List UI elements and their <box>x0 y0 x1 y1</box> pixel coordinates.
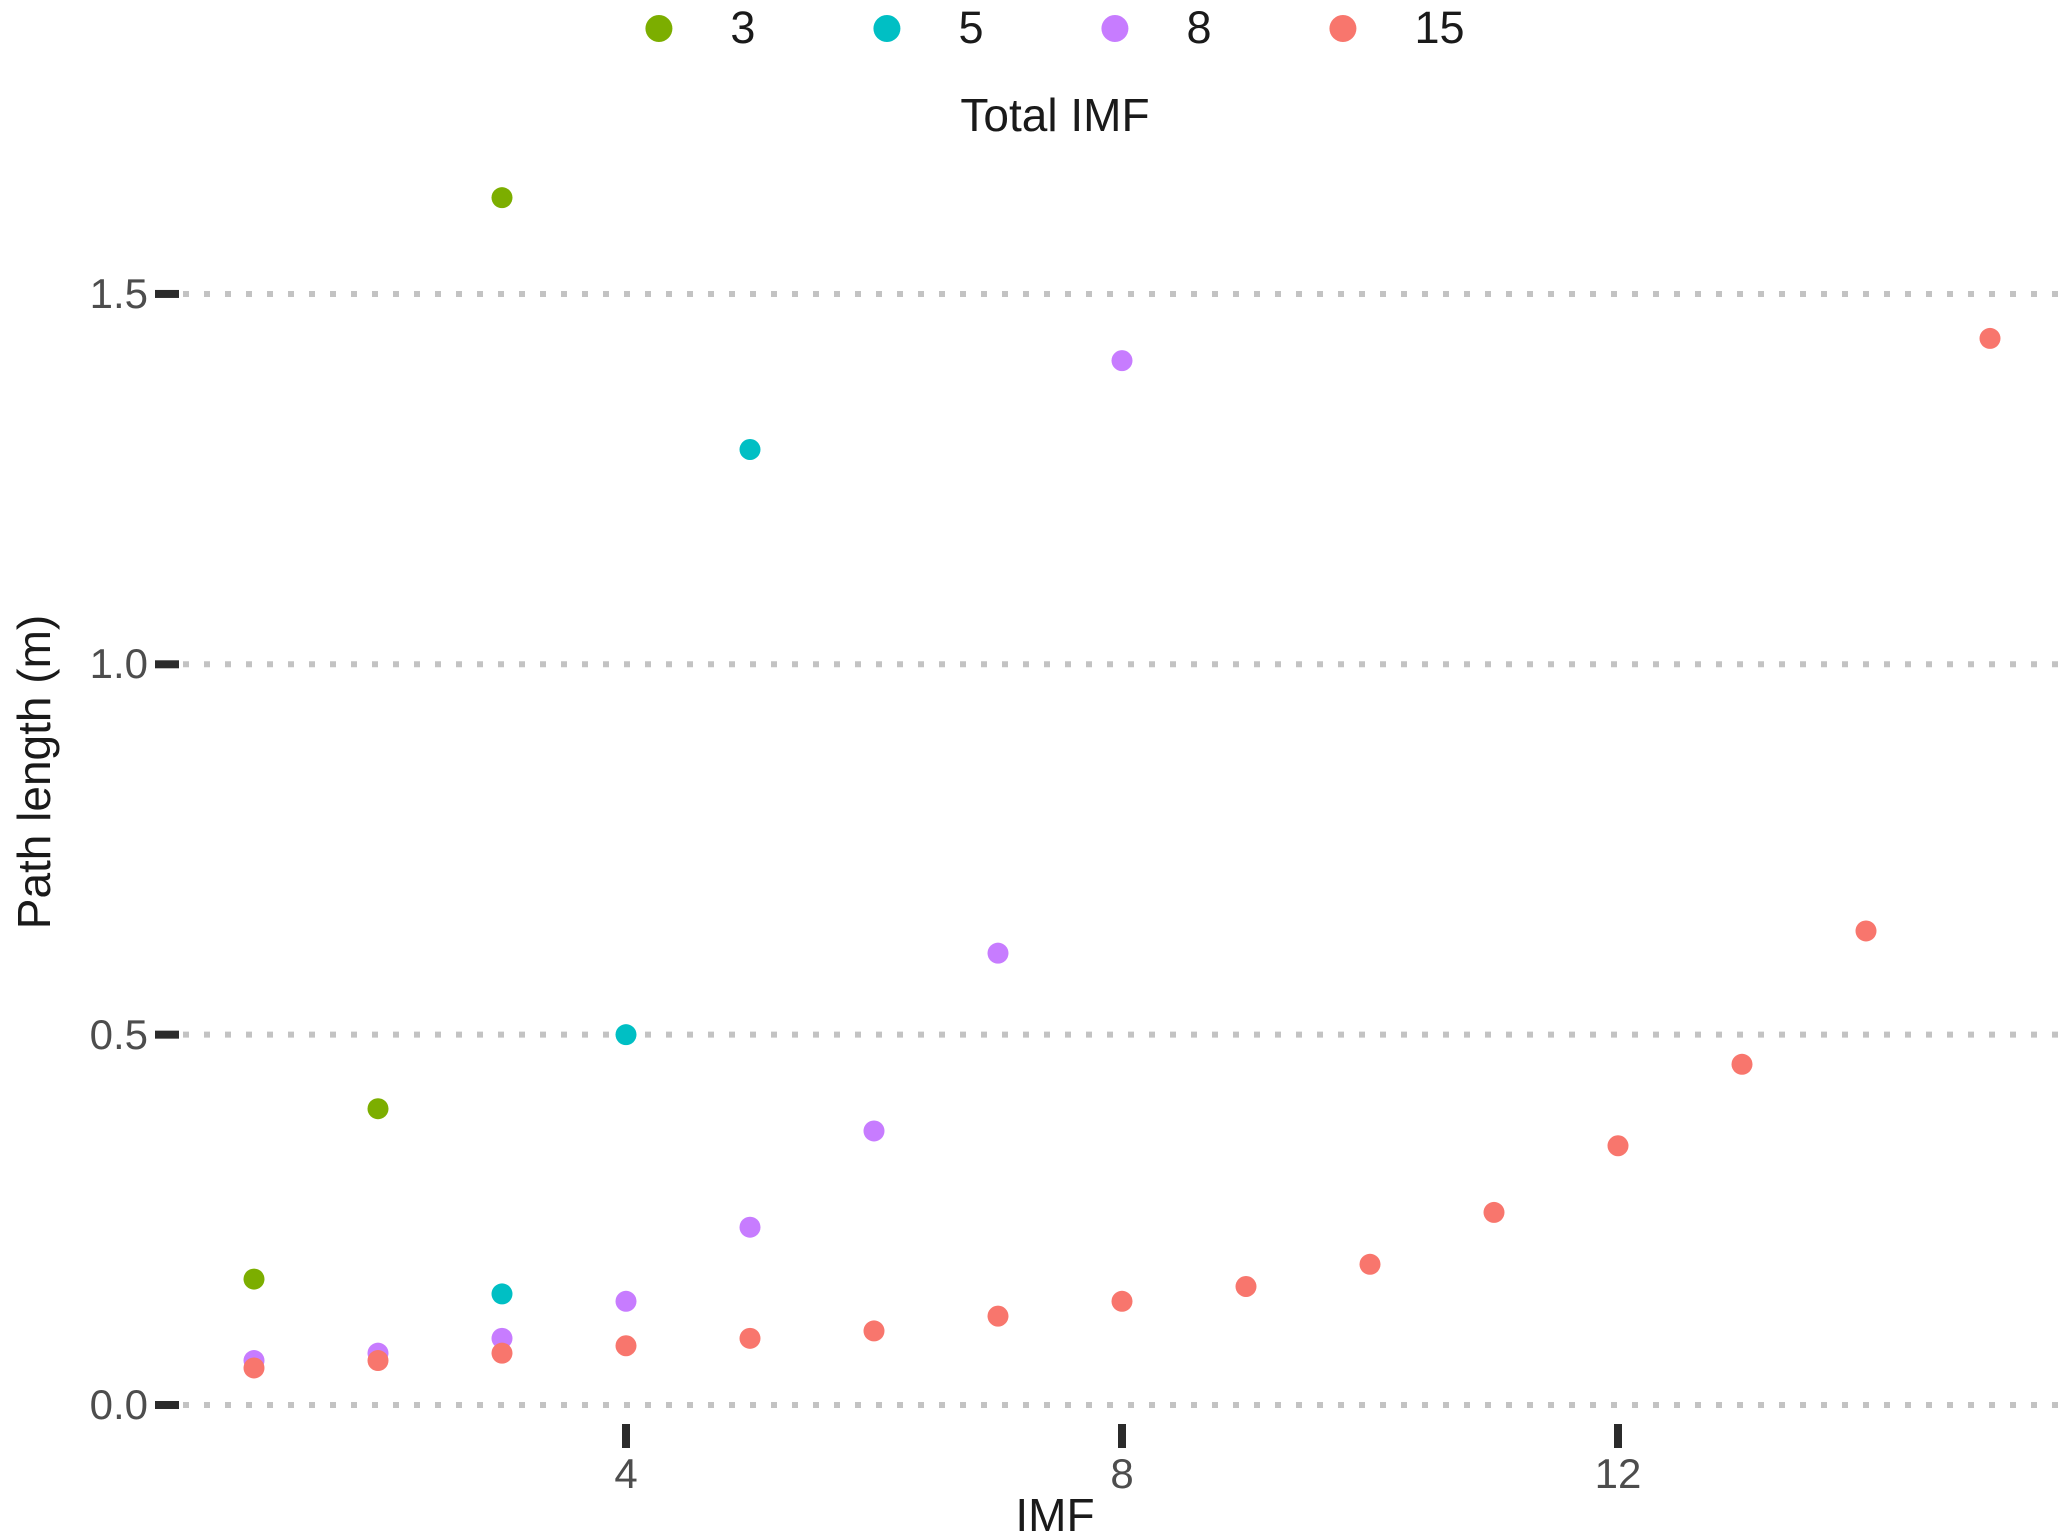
point-series-15 <box>1359 1253 1381 1275</box>
y-tick-mark-1.5 <box>155 289 179 298</box>
point-series-5 <box>739 438 761 460</box>
point-series-8 <box>739 1216 761 1238</box>
point-series-15 <box>615 1335 637 1357</box>
x-tick-label-8: 8 <box>1110 1450 1134 1497</box>
legend-title: Total IMF <box>960 89 1150 141</box>
point-series-15 <box>367 1350 389 1372</box>
y-tick-mark-0.5 <box>155 1030 179 1039</box>
point-series-15 <box>1731 1053 1753 1075</box>
point-series-15 <box>863 1320 885 1342</box>
legend: 3 5 8 15 <box>645 2 1465 54</box>
y-tick-label-0.0: 0.0 <box>89 1381 148 1428</box>
y-tick-mark-0.0 <box>155 1401 179 1409</box>
point-series-8 <box>863 1120 885 1142</box>
legend-item-5: 5 <box>873 2 983 54</box>
point-series-15 <box>1855 920 1877 942</box>
x-tick-mark-4 <box>622 1424 630 1448</box>
y-tick-label-1.5: 1.5 <box>89 269 148 317</box>
point-series-8 <box>491 1327 513 1349</box>
legend-item-3: 3 <box>645 2 755 54</box>
point-series-5 <box>615 1024 637 1046</box>
x-tick-label-12: 12 <box>1594 1450 1642 1497</box>
point-series-15 <box>1483 1201 1505 1223</box>
point-series-15 <box>1979 327 2001 349</box>
point-series-15 <box>987 1305 1009 1327</box>
x-axis-title: IMF <box>1015 1489 1095 1540</box>
point-series-3 <box>243 1268 265 1290</box>
point-series-15 <box>1607 1135 1629 1157</box>
point-series-3 <box>491 187 513 209</box>
point-series-8 <box>1111 350 1133 372</box>
point-series-15 <box>1111 1290 1133 1312</box>
y-tick-label-1.0: 1.0 <box>89 640 148 688</box>
y-tick-mark-1.0 <box>155 660 179 669</box>
x-tick-mark-12 <box>1614 1424 1622 1448</box>
point-series-15 <box>491 1342 513 1364</box>
legend-key-label-5: 5 <box>958 2 984 53</box>
legend-key-label-15: 15 <box>1414 2 1465 53</box>
legend-key-dot-5 <box>873 14 901 42</box>
legend-key-label-3: 3 <box>730 2 756 53</box>
x-tick-mark-8 <box>1118 1424 1126 1448</box>
point-series-15 <box>739 1327 761 1349</box>
point-series-3 <box>367 1098 389 1120</box>
x-tick-label-4: 4 <box>614 1450 638 1497</box>
point-series-15 <box>1235 1275 1257 1297</box>
legend-key-label-8: 8 <box>1186 2 1212 53</box>
point-series-8 <box>987 942 1009 964</box>
legend-key-dot-8 <box>1101 14 1129 42</box>
legend-key-dot-3 <box>645 14 673 42</box>
legend-key-dot-15 <box>1329 14 1357 42</box>
legend-item-8: 8 <box>1101 2 1212 54</box>
point-series-8 <box>615 1290 637 1312</box>
legend-item-15: 15 <box>1329 2 1465 54</box>
y-tick-label-0.5: 0.5 <box>89 1010 148 1058</box>
point-series-15 <box>243 1357 265 1379</box>
point-series-5 <box>491 1283 513 1305</box>
